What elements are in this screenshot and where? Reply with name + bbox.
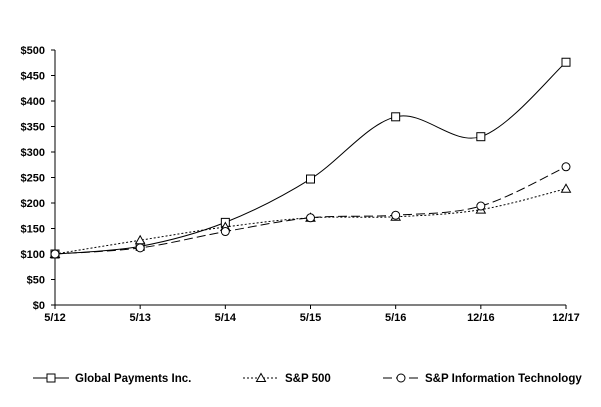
data-point-circle bbox=[306, 213, 315, 223]
legend-label: Global Payments Inc. bbox=[75, 373, 191, 385]
legend-marker-triangle bbox=[255, 372, 267, 382]
x-tick-label: 12/16 bbox=[467, 312, 495, 324]
legend-item-global-payments-inc: Global Payments Inc. bbox=[33, 373, 191, 385]
x-tick-label: 5/12 bbox=[44, 312, 65, 324]
data-point-square bbox=[476, 132, 486, 142]
data-point-circle bbox=[220, 227, 230, 237]
data-point-circle bbox=[561, 162, 571, 172]
legend-item-sandp-information-technology: S&P Information Technology bbox=[383, 373, 582, 385]
y-tick-label: $500 bbox=[21, 45, 45, 57]
x-tick-label: 5/14 bbox=[215, 312, 237, 324]
x-tick-label: 12/17 bbox=[552, 312, 580, 324]
y-tick-label: $150 bbox=[21, 224, 45, 236]
x-tick-label: 5/13 bbox=[129, 312, 150, 324]
y-tick-label: $350 bbox=[21, 122, 45, 134]
data-point-circle bbox=[391, 210, 401, 220]
y-tick-label: $50 bbox=[27, 275, 45, 287]
legend-marker-circle bbox=[396, 373, 406, 383]
y-tick-label: $400 bbox=[21, 96, 45, 108]
legend-item-sandp-500: S&P 500 bbox=[243, 372, 331, 385]
y-tick-label: $0 bbox=[33, 300, 45, 312]
legend: Global Payments Inc. S&P 500 S&P Informati… bbox=[33, 372, 582, 385]
y-tick-label: $100 bbox=[21, 249, 45, 261]
data-point-circle bbox=[476, 201, 486, 211]
series-layer bbox=[49, 57, 572, 259]
legend-marker-square bbox=[46, 373, 56, 383]
y-tick-label: $300 bbox=[21, 147, 45, 159]
x-axis-ticks: 5/12 5/13 5/14 5/15 5/16 12/16 12/17 bbox=[44, 305, 580, 324]
series-global-payments-inc bbox=[50, 57, 571, 259]
y-tick-label: $250 bbox=[21, 173, 45, 185]
legend-label: S&P 500 bbox=[285, 373, 331, 385]
data-point-circle bbox=[50, 249, 60, 259]
legend-label: S&P Information Technology bbox=[425, 373, 582, 385]
x-tick-label: 5/16 bbox=[385, 312, 406, 324]
data-point-square bbox=[306, 174, 315, 184]
x-tick-label: 5/15 bbox=[300, 312, 321, 324]
series-sandp-information-technology bbox=[50, 162, 571, 259]
y-axis-ticks: $0 $50 $100 $150 $200 $250 $300 $350 $400 $450 $50… bbox=[21, 45, 55, 312]
data-point-circle bbox=[135, 243, 145, 253]
series-line bbox=[54, 61, 567, 255]
data-point-square bbox=[561, 57, 571, 67]
data-point-square bbox=[391, 112, 401, 122]
data-point-triangle bbox=[560, 183, 572, 193]
y-tick-label: $200 bbox=[21, 198, 45, 210]
y-tick-label: $450 bbox=[21, 71, 45, 83]
